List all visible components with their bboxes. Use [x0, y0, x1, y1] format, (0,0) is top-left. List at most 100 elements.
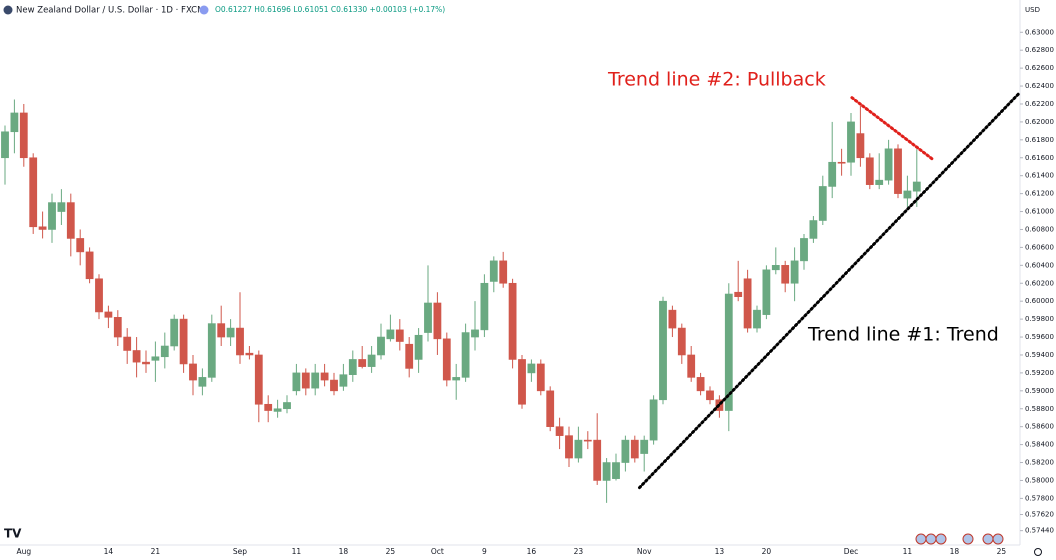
candle-body [574, 439, 583, 459]
candle-body [489, 260, 498, 282]
annotation-pullback: Trend line #2: Pullback [607, 69, 826, 91]
candle-body [452, 377, 461, 381]
y-tick-label: 0.57620 [1025, 511, 1054, 519]
candle-body [433, 302, 442, 340]
candle-body [884, 148, 893, 181]
x-tick-label: 9 [482, 547, 487, 556]
y-tick-label: 0.63000 [1025, 28, 1054, 36]
y-tick-label: 0.58800 [1025, 405, 1054, 413]
candle-body [734, 291, 743, 298]
event-icon[interactable] [925, 533, 937, 545]
candle-body [38, 226, 47, 230]
x-tick-label: 14 [104, 547, 114, 556]
candle-body [424, 302, 432, 333]
candle-body [687, 354, 696, 378]
event-icon[interactable] [992, 533, 1004, 545]
y-tick-label: 0.58200 [1025, 459, 1054, 467]
y-tick-label: 0.60400 [1025, 261, 1054, 269]
candle-body [583, 439, 592, 442]
x-tick-label: Sep [233, 547, 247, 556]
candle-body [828, 161, 837, 187]
candle-body [762, 269, 771, 315]
y-tick-label: 0.59600 [1025, 333, 1054, 341]
candle-body [442, 338, 451, 381]
candle-body [471, 329, 479, 338]
x-tick-label: Dec [844, 547, 859, 556]
candle-body [198, 377, 207, 387]
candle-body [875, 179, 884, 185]
candle-body [480, 282, 489, 331]
candle-body [377, 336, 385, 356]
candle-body [894, 148, 902, 194]
candle-body [696, 377, 705, 392]
candle-body [677, 327, 686, 356]
candle-body [301, 372, 310, 389]
candle-body [226, 327, 235, 338]
event-icon[interactable] [935, 533, 947, 545]
candle-body [66, 202, 75, 239]
candle-body [76, 238, 85, 253]
candle-body [536, 363, 545, 392]
x-tick-label: 13 [715, 547, 725, 556]
y-tick-label: 0.58600 [1025, 423, 1054, 431]
candle-body [48, 202, 56, 230]
candle-body [123, 336, 132, 351]
candle-body [358, 359, 367, 367]
y-tick-label: 0.60000 [1025, 297, 1054, 305]
candle-body [264, 403, 273, 411]
candle-body [565, 435, 573, 459]
y-tick-label: 0.62800 [1025, 46, 1054, 54]
candle-body [593, 439, 602, 481]
candle-body [856, 133, 865, 159]
x-tick-label: 11 [292, 547, 302, 556]
event-icon[interactable] [915, 533, 927, 545]
candle-body [743, 278, 752, 329]
y-tick-label: 0.59800 [1025, 315, 1054, 323]
candle-body [95, 278, 103, 313]
candle-body [367, 354, 376, 367]
candle-body [912, 181, 921, 192]
currency-label[interactable]: USD [1025, 6, 1040, 14]
candle-body [386, 329, 395, 340]
candle-body [236, 327, 244, 356]
y-tick-label: 0.61800 [1025, 136, 1054, 144]
candle-body [320, 372, 329, 381]
candle-body [706, 390, 714, 401]
candle-body [659, 300, 667, 401]
candle-body [142, 361, 150, 365]
candle-body [546, 390, 555, 427]
candle-body [414, 334, 423, 360]
candle-body [254, 354, 263, 405]
candle-body [818, 186, 827, 221]
y-tick-label: 0.58400 [1025, 441, 1054, 449]
y-tick-label: 0.61600 [1025, 154, 1054, 162]
candle-body [809, 220, 818, 239]
y-tick-label: 0.62200 [1025, 100, 1054, 108]
candle-body [903, 190, 912, 199]
x-tick-label: 25 [997, 547, 1007, 556]
candle-body [781, 265, 790, 284]
event-icon[interactable] [982, 533, 994, 545]
candle-body [311, 372, 320, 389]
event-icon[interactable] [962, 533, 974, 545]
y-tick-label: 0.59200 [1025, 369, 1054, 377]
candle-body [518, 359, 526, 405]
x-tick-label: 25 [386, 547, 396, 556]
y-tick-label: 0.61000 [1025, 208, 1054, 216]
chart-title: New Zealand Dollar / U.S. Dollar · 1D · … [16, 6, 204, 16]
candle-body [499, 260, 508, 284]
logo: TV [4, 527, 22, 541]
y-tick-label: 0.61400 [1025, 172, 1054, 180]
settings-icon[interactable] [1034, 548, 1042, 556]
candle-body [104, 311, 113, 318]
candle-body [649, 399, 658, 441]
replay-icon[interactable] [199, 5, 209, 15]
candle-body [245, 352, 254, 356]
event-icons [915, 533, 1004, 545]
candle-body [837, 161, 846, 164]
candle-body [753, 309, 761, 329]
x-tick-label: 16 [527, 547, 537, 556]
candle-body [189, 363, 197, 381]
candle-body [640, 439, 649, 454]
